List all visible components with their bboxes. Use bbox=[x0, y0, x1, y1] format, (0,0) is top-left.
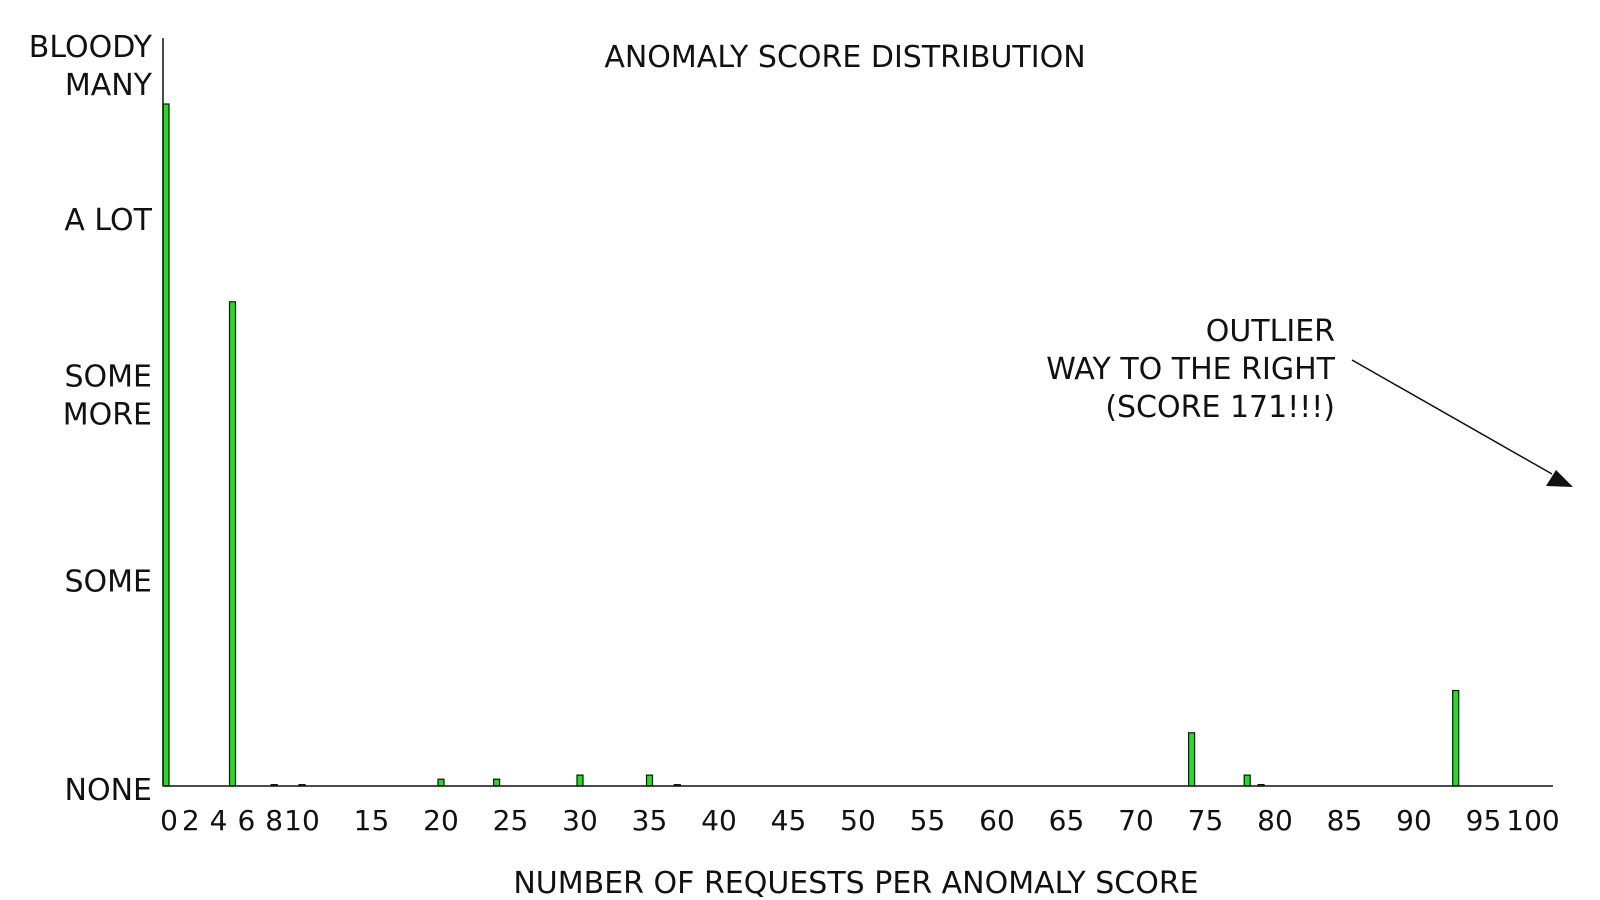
chart-title: ANOMALY SCORE DISTRIBUTION bbox=[604, 40, 1085, 75]
x-tick-label-2: 4 bbox=[210, 804, 228, 837]
y-tick-label-1-0: SOME bbox=[65, 564, 153, 599]
x-tick-label-12: 45 bbox=[771, 804, 807, 837]
x-tick-label-1: 2 bbox=[182, 804, 200, 837]
y-tick-label-2-1: MORE bbox=[63, 397, 152, 432]
x-tick-label-10: 35 bbox=[632, 804, 668, 837]
bar-1 bbox=[228, 301, 237, 787]
bar-9 bbox=[1187, 732, 1196, 787]
x-tick-label-23: 100 bbox=[1506, 804, 1559, 837]
y-tick-label-4-1: MANY bbox=[65, 68, 153, 103]
y-tick-label-0-0: NONE bbox=[65, 773, 152, 808]
bar-4 bbox=[437, 778, 445, 787]
x-tick-label-20: 85 bbox=[1327, 804, 1363, 837]
x-axis-label: NUMBER OF REQUESTS PER ANOMALY SCORE bbox=[513, 866, 1198, 900]
x-tick-label-22: 95 bbox=[1466, 804, 1502, 837]
y-tick-label-3-0: A LOT bbox=[64, 203, 152, 238]
x-tick-label-18: 75 bbox=[1188, 804, 1224, 837]
arrow-head-icon bbox=[1546, 470, 1573, 487]
x-tick-label-3: 6 bbox=[237, 804, 255, 837]
bar-6 bbox=[576, 774, 584, 787]
outlier-annotation: OUTLIER WAY TO THE RIGHT (SCORE 171!!!) bbox=[1046, 314, 1573, 487]
x-tick-label-4: 8 bbox=[265, 804, 283, 837]
x-tick-label-5: 10 bbox=[284, 804, 320, 837]
x-tick-labels: 0 2 4 6 8 10 15 20 25 30 35 40 45 50 55 60 65 70 75 80 85 90 9… bbox=[160, 804, 1560, 837]
x-tick-label-11: 40 bbox=[701, 804, 737, 837]
annotation-line-1: OUTLIER bbox=[1206, 314, 1335, 349]
x-tick-label-16: 65 bbox=[1049, 804, 1085, 837]
bar-10 bbox=[1243, 774, 1251, 787]
x-tick-label-6: 15 bbox=[354, 804, 390, 837]
x-tick-label-9: 30 bbox=[562, 804, 598, 837]
bar-5 bbox=[493, 778, 501, 787]
annotation-line-2: WAY TO THE RIGHT bbox=[1046, 352, 1335, 387]
x-tick-label-17: 70 bbox=[1118, 804, 1154, 837]
x-tick-label-8: 25 bbox=[493, 804, 529, 837]
x-tick-label-13: 50 bbox=[840, 804, 876, 837]
y-tick-label-2-0: SOME bbox=[65, 359, 153, 394]
x-tick-label-21: 90 bbox=[1396, 804, 1432, 837]
x-tick-label-7: 20 bbox=[423, 804, 459, 837]
x-tick-label-19: 80 bbox=[1257, 804, 1293, 837]
x-tick-label-0: 0 bbox=[160, 804, 178, 837]
y-tick-label-4-0: BLOODY bbox=[29, 30, 153, 65]
x-tick-label-14: 55 bbox=[910, 804, 946, 837]
annotation-arrow-line bbox=[1351, 359, 1553, 475]
bars-group bbox=[162, 103, 1460, 787]
x-tick-label-15: 60 bbox=[979, 804, 1015, 837]
annotation-line-3: (SCORE 171!!!) bbox=[1105, 390, 1335, 425]
bar-12 bbox=[1452, 689, 1460, 787]
bar-7 bbox=[645, 774, 654, 787]
bar-0 bbox=[162, 103, 170, 787]
